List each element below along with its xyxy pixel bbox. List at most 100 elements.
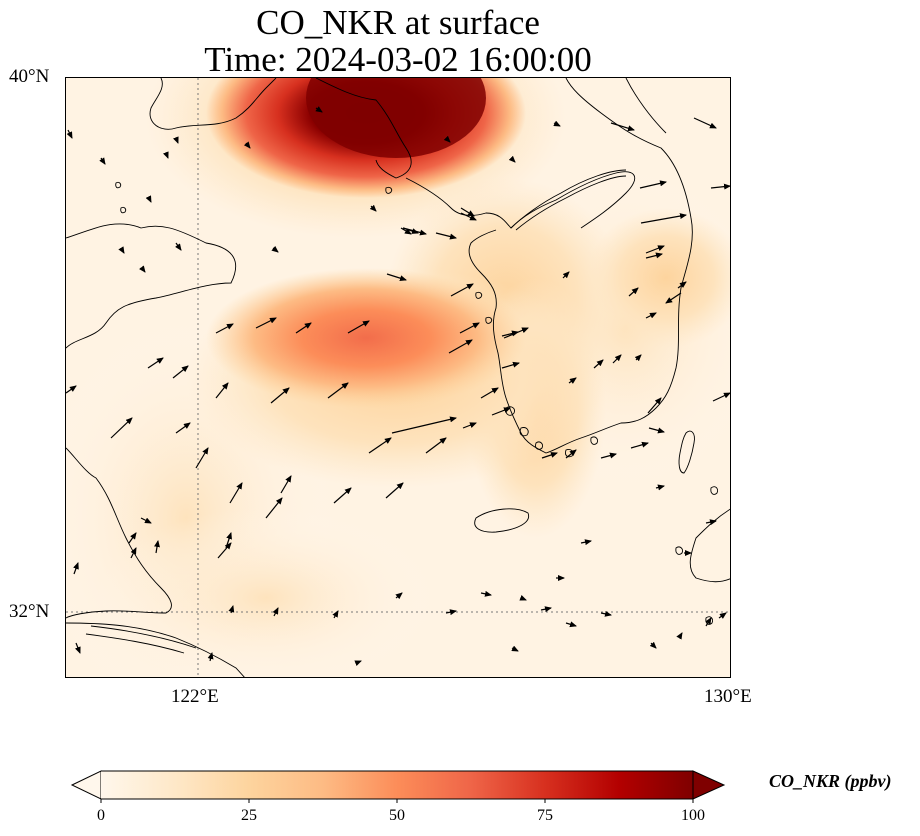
wind-arrow <box>676 632 683 640</box>
wind-vectors <box>66 106 730 667</box>
wind-arrow <box>705 519 717 526</box>
wind-arrow <box>270 387 290 404</box>
wind-arrow <box>649 641 657 649</box>
wind-arrow <box>400 227 412 235</box>
wind-arrow <box>459 322 480 334</box>
wind-arrow <box>272 607 279 617</box>
wind-arrow <box>491 407 511 416</box>
wind-arrow <box>503 327 529 339</box>
wind-arrow <box>610 122 635 132</box>
wind-arrow <box>435 232 457 240</box>
wind-arrow <box>705 617 712 627</box>
wind-arrow <box>229 482 243 504</box>
wind-arrow <box>645 245 665 254</box>
wind-arrow <box>511 645 519 652</box>
wind-arrow <box>568 377 577 384</box>
wind-arrow <box>315 106 323 113</box>
wind-arrow <box>215 323 234 334</box>
wind-arrow <box>648 427 665 434</box>
colorbar-extend-low <box>70 770 102 800</box>
wind-arrow <box>139 265 146 273</box>
wind-arrow <box>540 606 552 613</box>
wind-arrow <box>647 397 662 414</box>
wind-arrow <box>480 387 499 399</box>
wind-arrow <box>565 621 577 628</box>
wind-arrow <box>347 320 370 334</box>
wind-arrow <box>718 612 727 619</box>
wind-arrow <box>130 547 137 559</box>
wind-arrow <box>600 610 612 617</box>
wind-arrow <box>99 157 106 165</box>
colorbar-extend-high <box>692 770 726 800</box>
colorbar-tick-50: 50 <box>389 807 405 824</box>
wind-arrow <box>207 652 214 662</box>
wind-arrow <box>630 441 649 449</box>
colorbar-label: CO_NKR (ppbv) <box>769 771 892 791</box>
wind-arrow <box>195 447 209 469</box>
wind-arrow <box>443 135 451 143</box>
wind-arrow <box>480 590 492 597</box>
wind-arrow <box>74 642 81 654</box>
colorbar-tick-0: 0 <box>97 807 105 824</box>
wind-arrow <box>448 339 473 354</box>
wind-arrow <box>271 245 279 253</box>
lat-label-40n: 40°N <box>9 66 50 87</box>
colorbar-tick-25: 25 <box>241 807 257 824</box>
wind-arrow <box>562 271 570 279</box>
wind-arrow <box>172 365 189 379</box>
wind-arrow <box>147 357 164 369</box>
wind-arrow <box>445 609 457 616</box>
wind-arrow <box>369 204 377 212</box>
wind-arrow <box>395 592 403 600</box>
wind-arrow <box>634 354 642 362</box>
wind-arrow <box>580 539 592 546</box>
wind-arrow <box>712 392 730 402</box>
wind-arrow <box>243 141 251 149</box>
lat-label-32n: 32°N <box>9 601 50 622</box>
wind-arrow <box>710 183 730 190</box>
coastlines <box>66 78 730 677</box>
wind-arrow <box>677 281 687 289</box>
wind-arrow <box>172 136 179 144</box>
wind-arrow <box>639 180 667 189</box>
wind-arrow <box>73 562 79 575</box>
wind-arrow <box>295 322 312 334</box>
lon-label-122e: 122°E <box>171 686 219 707</box>
concentration-map <box>66 78 730 677</box>
wind-arrow <box>519 594 527 601</box>
wind-arrow <box>565 449 577 459</box>
wind-arrow <box>450 283 474 297</box>
wind-arrow <box>140 517 152 524</box>
wind-arrow <box>333 487 352 504</box>
wind-arrow <box>541 452 558 459</box>
map-subtitle-time: Time: 2024-03-02 16:00:00 <box>204 40 592 79</box>
wind-arrow <box>110 417 133 439</box>
wind-arrow <box>354 660 362 667</box>
wind-arrow <box>368 437 392 454</box>
wind-arrow <box>612 354 622 364</box>
wind-arrow <box>118 246 125 254</box>
wind-arrow <box>66 129 73 139</box>
wind-arrow <box>66 385 77 394</box>
wind-arrow <box>228 605 235 614</box>
wind-arrow <box>645 312 657 319</box>
map-title: CO_NKR at surface <box>256 3 540 42</box>
wind-arrow <box>501 361 520 369</box>
wind-arrow <box>175 242 182 251</box>
wind-arrow <box>665 292 682 304</box>
colorbar-gradient <box>101 771 693 799</box>
wind-arrow <box>645 252 663 259</box>
wind-arrow <box>332 610 339 619</box>
wind-arrow <box>145 195 152 203</box>
wind-arrow <box>655 484 665 491</box>
wind-arrow <box>640 213 687 224</box>
wind-arrow <box>215 382 229 399</box>
wind-arrow <box>593 359 604 369</box>
wind-arrow <box>391 416 457 434</box>
wind-arrow <box>280 475 292 494</box>
map-panel <box>65 77 731 678</box>
wind-arrow <box>460 207 475 217</box>
wind-arrow <box>425 437 447 454</box>
wind-arrow <box>600 452 617 459</box>
colorbar <box>70 770 726 803</box>
